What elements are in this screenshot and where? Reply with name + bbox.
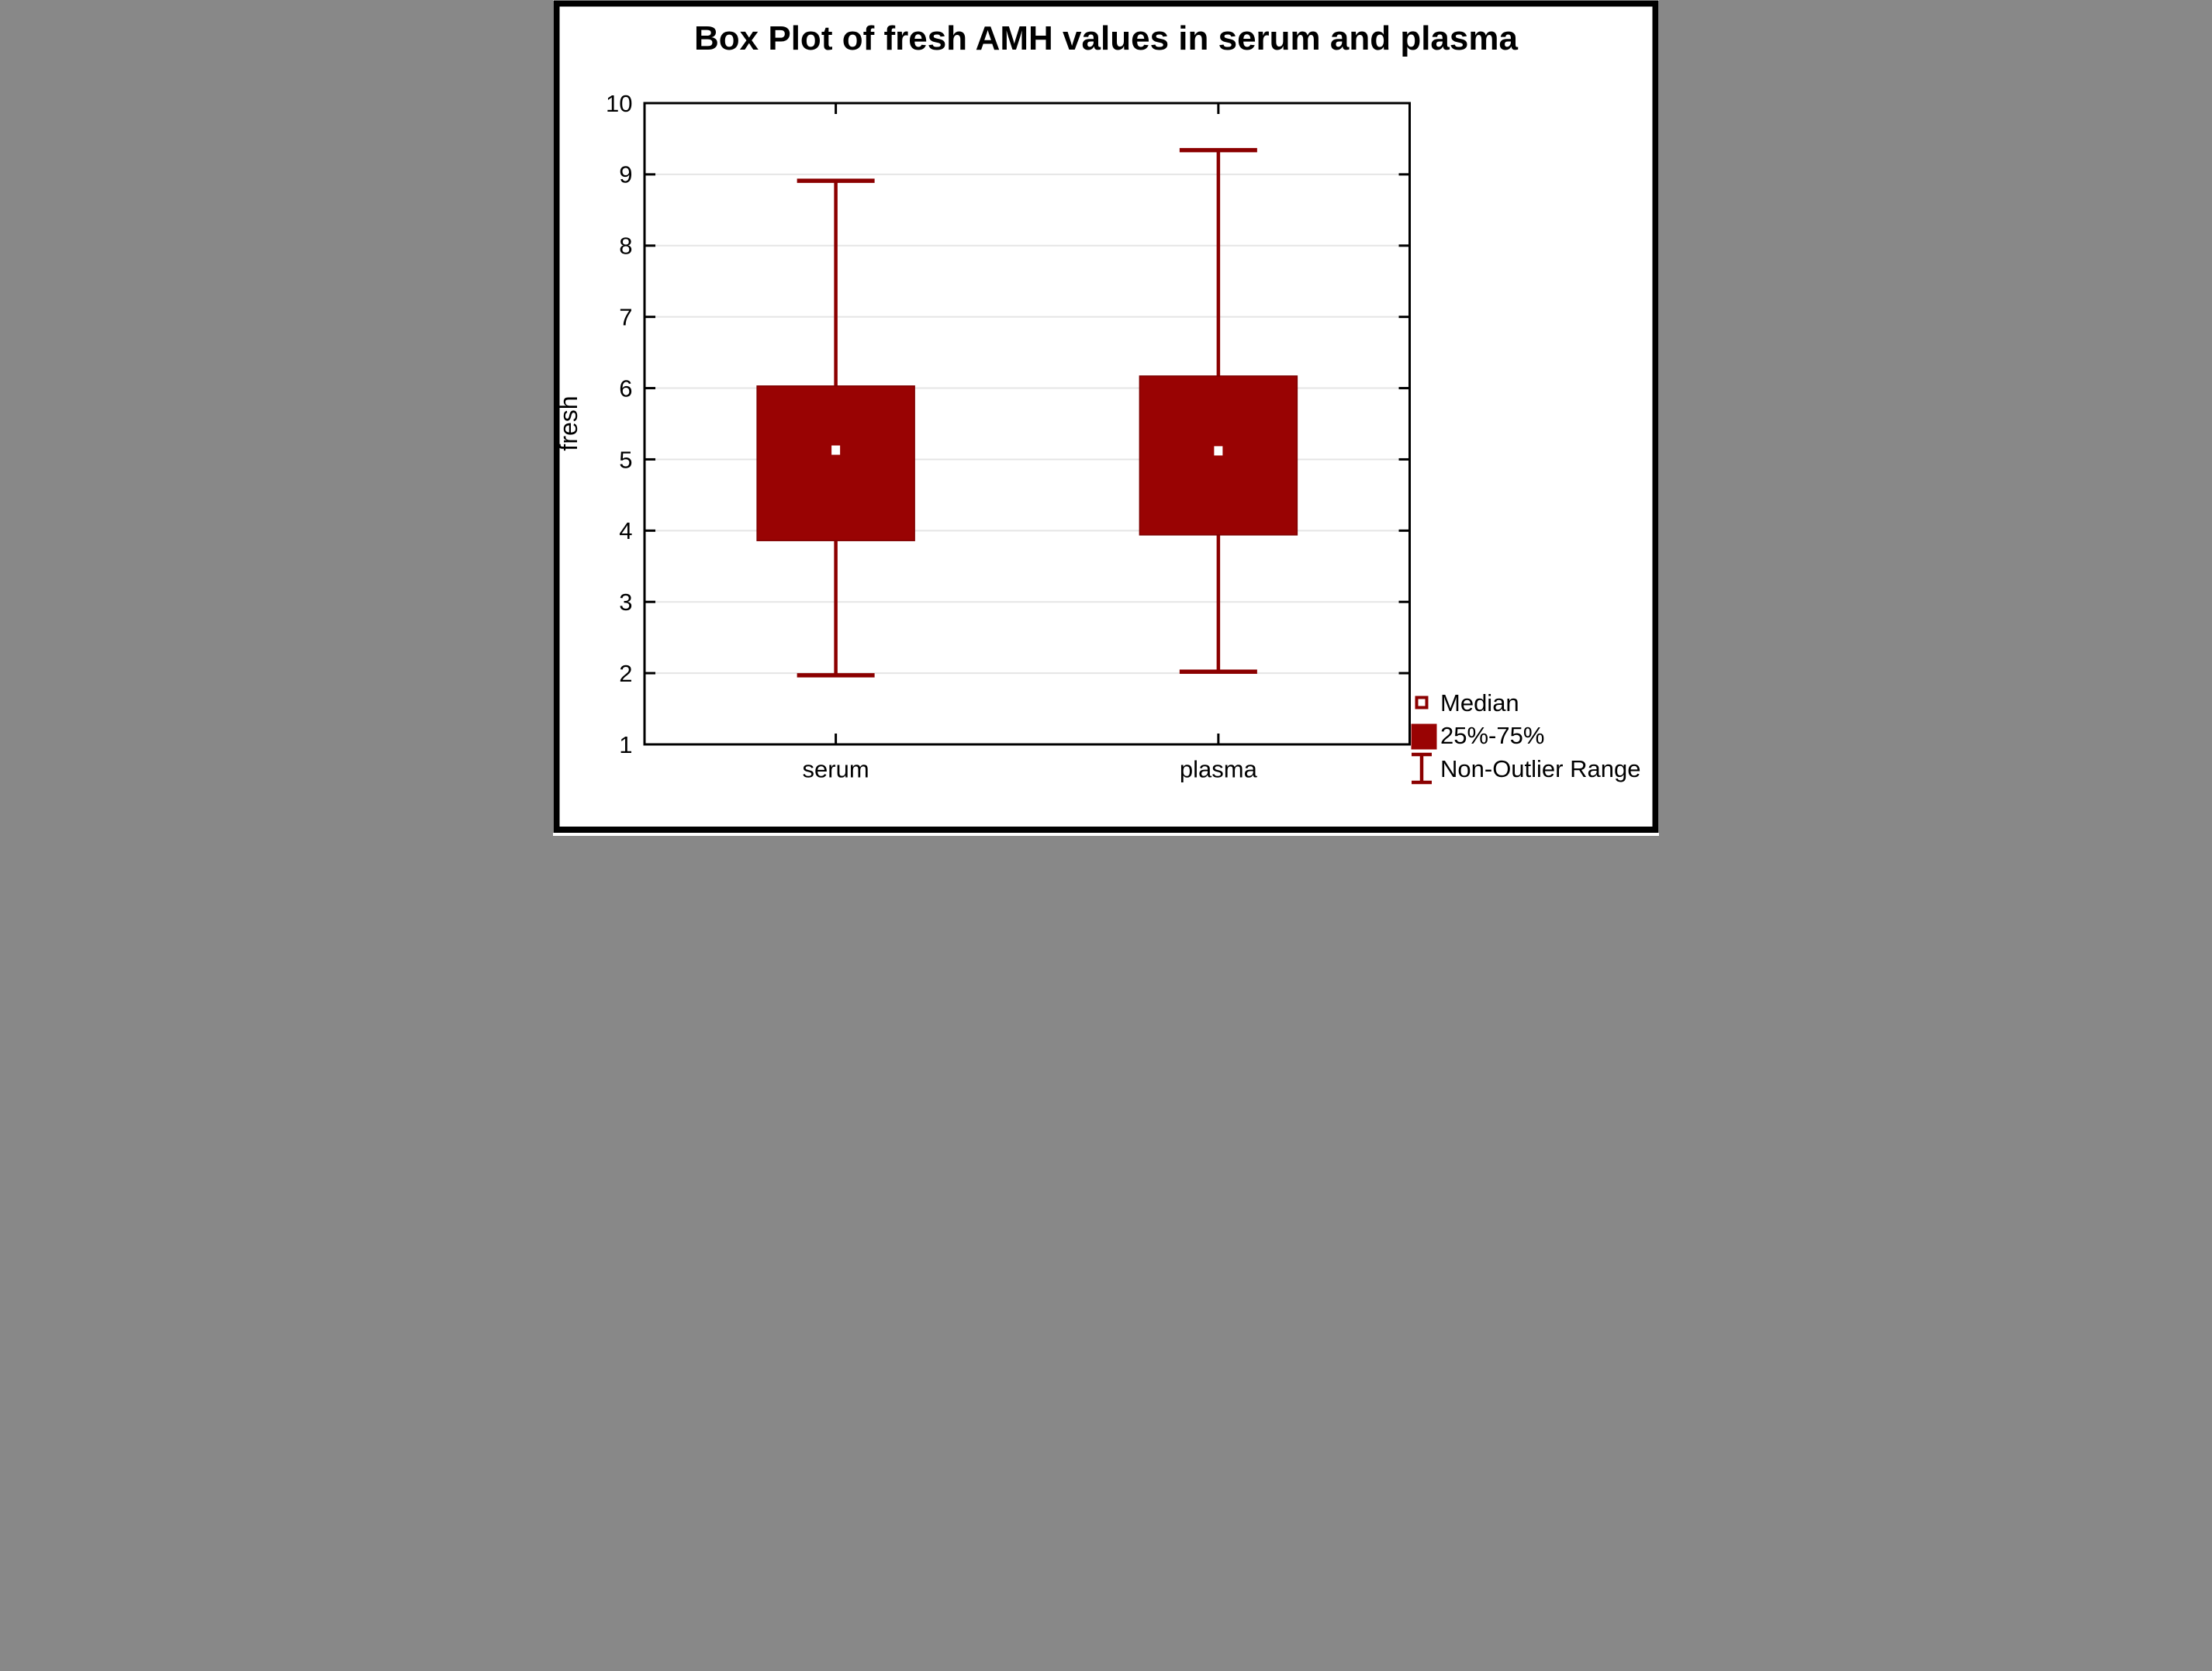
legend-row-1: Median (1415, 689, 1519, 716)
x-category-label-serum: serum (803, 756, 869, 783)
chart-title: Box Plot of fresh AMH values in serum an… (694, 19, 1518, 57)
y-tick-label-6: 6 (619, 375, 632, 402)
page: Box Plot of fresh AMH values in serum an… (553, 0, 1659, 836)
y-axis-title: fresh (555, 395, 582, 451)
y-tick-label-10: 10 (606, 90, 632, 117)
y-tick-labels-layer: 1 2 3 4 5 6 7 8 9 10 (606, 90, 632, 758)
legend-label-1: Median (1440, 689, 1519, 716)
y-tick-label-7: 7 (619, 304, 632, 331)
x-category-label-plasma: plasma (1180, 756, 1258, 783)
box-series-plasma (1139, 147, 1298, 675)
box-series-layer (756, 147, 1298, 678)
median-square-icon (1415, 696, 1429, 709)
y-tick-label-2: 2 (619, 660, 632, 687)
plot-border (643, 102, 1411, 746)
median-marker-serum (831, 445, 841, 455)
boxplot-svg: Box Plot of fresh AMH values in serum an… (553, 0, 1659, 836)
iqr-box-serum (756, 385, 915, 541)
box-series-serum (756, 178, 915, 678)
figure-background (553, 0, 1659, 836)
boxplot-figure: Box Plot of fresh AMH values in serum an… (553, 0, 1659, 836)
y-tick-label-4: 4 (619, 517, 632, 544)
box-fill-icon (1411, 723, 1437, 750)
median-marker-plasma (1214, 446, 1223, 456)
legend-row-3: Non-Outlier Range (1412, 752, 1640, 785)
y-tick-label-8: 8 (619, 233, 632, 260)
axis-ticks-layer (645, 103, 1410, 744)
legend-label-3: Non-Outlier Range (1440, 755, 1640, 782)
x-category-labels-layer: serum plasma (803, 756, 1258, 783)
outer-frame (553, 0, 1659, 833)
legend-row-2: 25%-75% (1411, 722, 1544, 750)
plot-border-layer (643, 102, 1411, 746)
y-tick-label-1: 1 (619, 731, 632, 758)
y-tick-label-3: 3 (619, 589, 632, 616)
legend-label-2: 25%-75% (1440, 722, 1544, 749)
y-tick-label-5: 5 (619, 446, 632, 473)
y-tick-label-9: 9 (619, 161, 632, 188)
legend: Median 25%-75% Non-Outlier Range (1411, 689, 1640, 785)
